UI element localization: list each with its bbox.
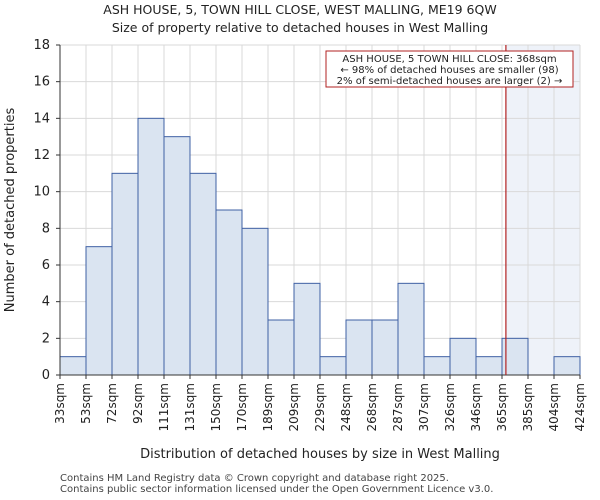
annotation-line: ← 98% of detached houses are smaller (98… [340, 65, 558, 76]
histogram-bar [59, 356, 87, 376]
histogram-bar [111, 172, 139, 376]
x-tick-label: 209sqm [287, 383, 301, 431]
y-tick-label: 18 [33, 38, 50, 53]
x-tick-label: 53sqm [79, 383, 93, 424]
x-tick-label: 131sqm [183, 383, 197, 431]
y-tick-label: 8 [42, 221, 50, 236]
histogram-bar [241, 227, 269, 376]
y-tick-label: 4 [42, 295, 50, 310]
y-tick-label: 16 [33, 75, 50, 90]
x-axis-label: Distribution of detached houses by size … [140, 447, 500, 462]
footer-line-2: Contains public sector information licen… [60, 484, 494, 495]
y-tick-label: 6 [42, 258, 50, 273]
histogram-bar [85, 246, 113, 376]
histogram-bar [345, 319, 373, 376]
histogram-bar [449, 337, 477, 376]
histogram-bar [163, 136, 191, 376]
x-tick-label: 287sqm [391, 383, 405, 431]
x-tick-label: 268sqm [365, 383, 379, 431]
histogram-bar [423, 356, 451, 376]
histogram-bar [475, 356, 503, 376]
x-tick-label: 150sqm [209, 383, 223, 431]
y-axis-label: Number of detached properties [3, 108, 18, 313]
histogram-bar [371, 319, 399, 376]
x-tick-label: 229sqm [313, 383, 327, 431]
x-tick-label: 404sqm [547, 383, 561, 431]
x-tick-label: 424sqm [573, 383, 587, 431]
x-tick-label: 189sqm [261, 383, 275, 431]
histogram-bar [293, 282, 321, 376]
x-tick-label: 170sqm [235, 383, 249, 431]
chart-subtitle: Size of property relative to detached ho… [111, 20, 489, 35]
annotation-line: 2% of semi-detached houses are larger (2… [337, 76, 563, 87]
x-tick-label: 346sqm [469, 383, 483, 431]
y-tick-label: 0 [42, 368, 50, 383]
x-tick-label: 365sqm [495, 383, 509, 431]
annotation-line: ASH HOUSE, 5 TOWN HILL CLOSE: 368sqm [342, 54, 556, 65]
y-tick-label: 2 [42, 331, 50, 346]
y-tick-label: 14 [33, 111, 50, 126]
histogram-bar [553, 356, 581, 376]
histogram-bar [319, 356, 347, 376]
highlight-region [505, 45, 580, 375]
footer-line-1: Contains HM Land Registry data © Crown c… [60, 473, 449, 484]
x-tick-label: 111sqm [157, 383, 171, 431]
histogram-bar [397, 282, 425, 376]
y-tick-label: 12 [33, 148, 50, 163]
x-tick-label: 33sqm [53, 383, 67, 424]
x-tick-label: 307sqm [417, 383, 431, 431]
x-tick-label: 326sqm [443, 383, 457, 431]
x-tick-label: 92sqm [131, 383, 145, 424]
x-tick-label: 248sqm [339, 383, 353, 431]
histogram-bar [267, 319, 295, 376]
histogram-bar [137, 117, 165, 376]
histogram-bar [189, 172, 217, 376]
x-tick-label: 72sqm [105, 383, 119, 424]
annotation-box [325, 50, 574, 88]
y-tick-label: 10 [33, 185, 50, 200]
histogram-bar [215, 209, 243, 376]
chart-title: ASH HOUSE, 5, TOWN HILL CLOSE, WEST MALL… [103, 2, 497, 17]
x-tick-label: 385sqm [521, 383, 535, 431]
